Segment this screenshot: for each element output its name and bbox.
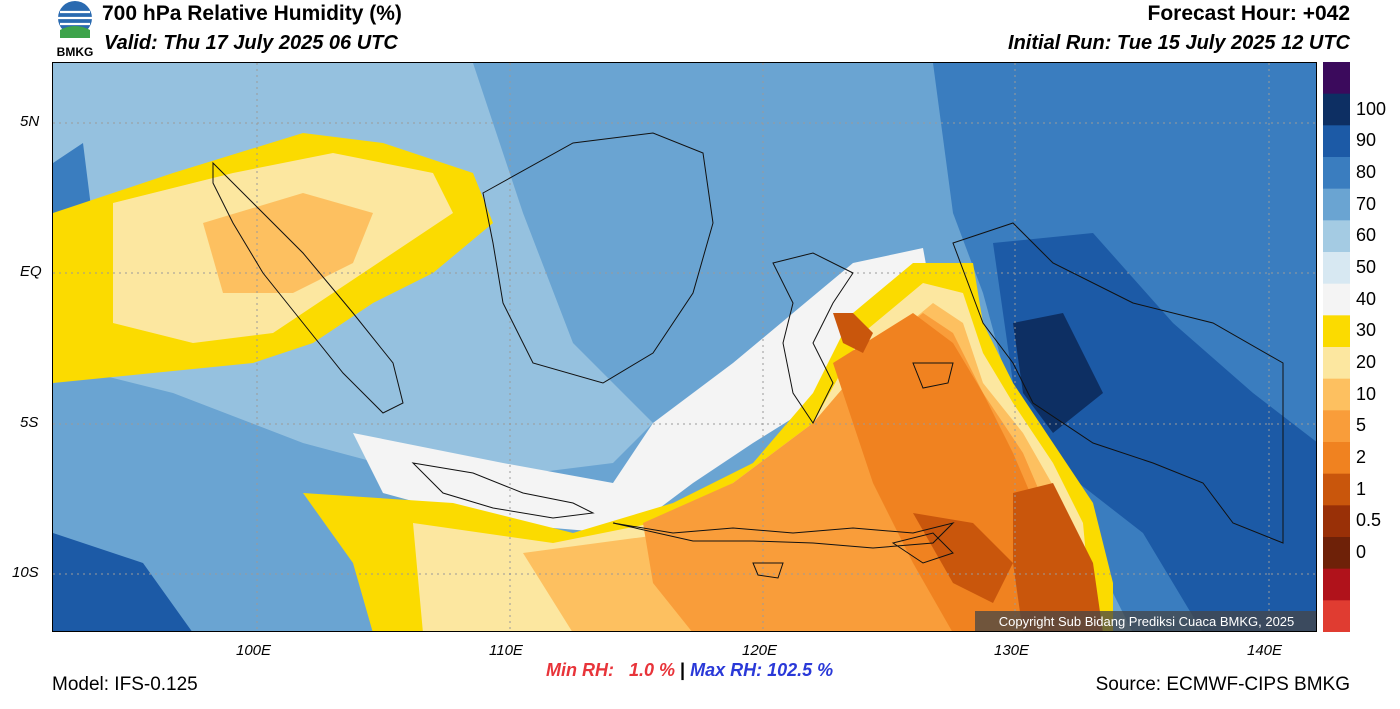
lon-label-100e: 100E — [236, 642, 272, 659]
colorbar-label: 70 — [1356, 193, 1377, 214]
model-label: Model: IFS-0.125 — [52, 674, 198, 695]
colorbar-swatch — [1323, 283, 1350, 316]
svg-text:BMKG: BMKG — [57, 45, 94, 59]
colorbar-label: 80 — [1356, 162, 1377, 182]
colorbar-label: 1 — [1356, 478, 1367, 499]
colorbar-swatch — [1323, 188, 1350, 221]
colorbar-label: 0 — [1356, 542, 1367, 562]
colorbar-swatch — [1323, 157, 1350, 190]
max-rh: Max RH: 102.5 % — [690, 660, 834, 680]
lon-label-120e: 120E — [742, 642, 778, 659]
colorbar-swatch — [1323, 505, 1350, 538]
lat-label-5n: 5N — [20, 113, 40, 130]
colorbar-swatch — [1323, 442, 1350, 475]
copyright-notice: Copyright Sub Bidang Prediksi Cuaca BMKG… — [975, 611, 1316, 631]
valid-time: Valid: Thu 17 July 2025 06 UTC — [104, 32, 398, 54]
colorbar-label: 0.5 — [1356, 510, 1382, 531]
colorbar-swatch — [1323, 378, 1350, 411]
colorbar-swatch — [1323, 537, 1350, 570]
separator: | — [680, 660, 686, 680]
colorbar-label: 50 — [1356, 257, 1377, 277]
min-rh: Min RH: 1.0 % — [546, 660, 676, 680]
colorbar-label: 90 — [1356, 130, 1377, 151]
colorbar-swatch — [1323, 62, 1350, 95]
colorbar-swatch — [1323, 315, 1350, 348]
colorbar-label: 60 — [1356, 225, 1377, 246]
colorbar-swatch — [1323, 220, 1350, 253]
coastlines — [212, 132, 1284, 579]
colorbar-label: 2 — [1356, 447, 1367, 467]
colorbar-label: 40 — [1356, 288, 1377, 309]
colorbar-swatch — [1323, 473, 1350, 506]
colorbar-label: 30 — [1356, 320, 1377, 341]
colorbar — [1323, 62, 1350, 633]
initial-run: Initial Run: Tue 15 July 2025 12 UTC — [1008, 32, 1350, 54]
colorbar-swatch — [1323, 252, 1350, 285]
lat-label-10s: 10S — [12, 564, 39, 581]
humidity-map: Copyright Sub Bidang Prediksi Cuaca BMKG… — [52, 62, 1317, 632]
colorbar-swatch — [1323, 600, 1350, 633]
source-label: Source: ECMWF-CIPS BMKG — [1095, 674, 1350, 695]
colorbar-swatch — [1323, 125, 1350, 158]
colorbar-label: 100 — [1356, 98, 1387, 119]
min-max-readout: Min RH: 1.0 % | Max RH: 102.5 % — [546, 660, 833, 681]
colorbar-swatch — [1323, 568, 1350, 601]
colorbar-label: 20 — [1356, 352, 1377, 372]
lon-label-130e: 130E — [994, 642, 1030, 659]
lon-label-110e: 110E — [489, 642, 523, 659]
colorbar-swatch — [1323, 93, 1350, 126]
lat-label-eq: EQ — [20, 263, 42, 280]
lat-label-5s: 5S — [20, 414, 39, 431]
lon-label-140e: 140E — [1247, 642, 1283, 659]
colorbar-swatch — [1323, 347, 1350, 380]
map-canvas — [53, 63, 1316, 631]
colorbar-swatch — [1323, 410, 1350, 443]
colorbar-label: 5 — [1356, 415, 1367, 436]
bmkg-logo: BMKG — [52, 0, 98, 60]
chart-title: 700 hPa Relative Humidity (%) — [102, 2, 402, 25]
forecast-hour: Forecast Hour: +042 — [1147, 2, 1351, 25]
colorbar-label: 10 — [1356, 383, 1377, 404]
